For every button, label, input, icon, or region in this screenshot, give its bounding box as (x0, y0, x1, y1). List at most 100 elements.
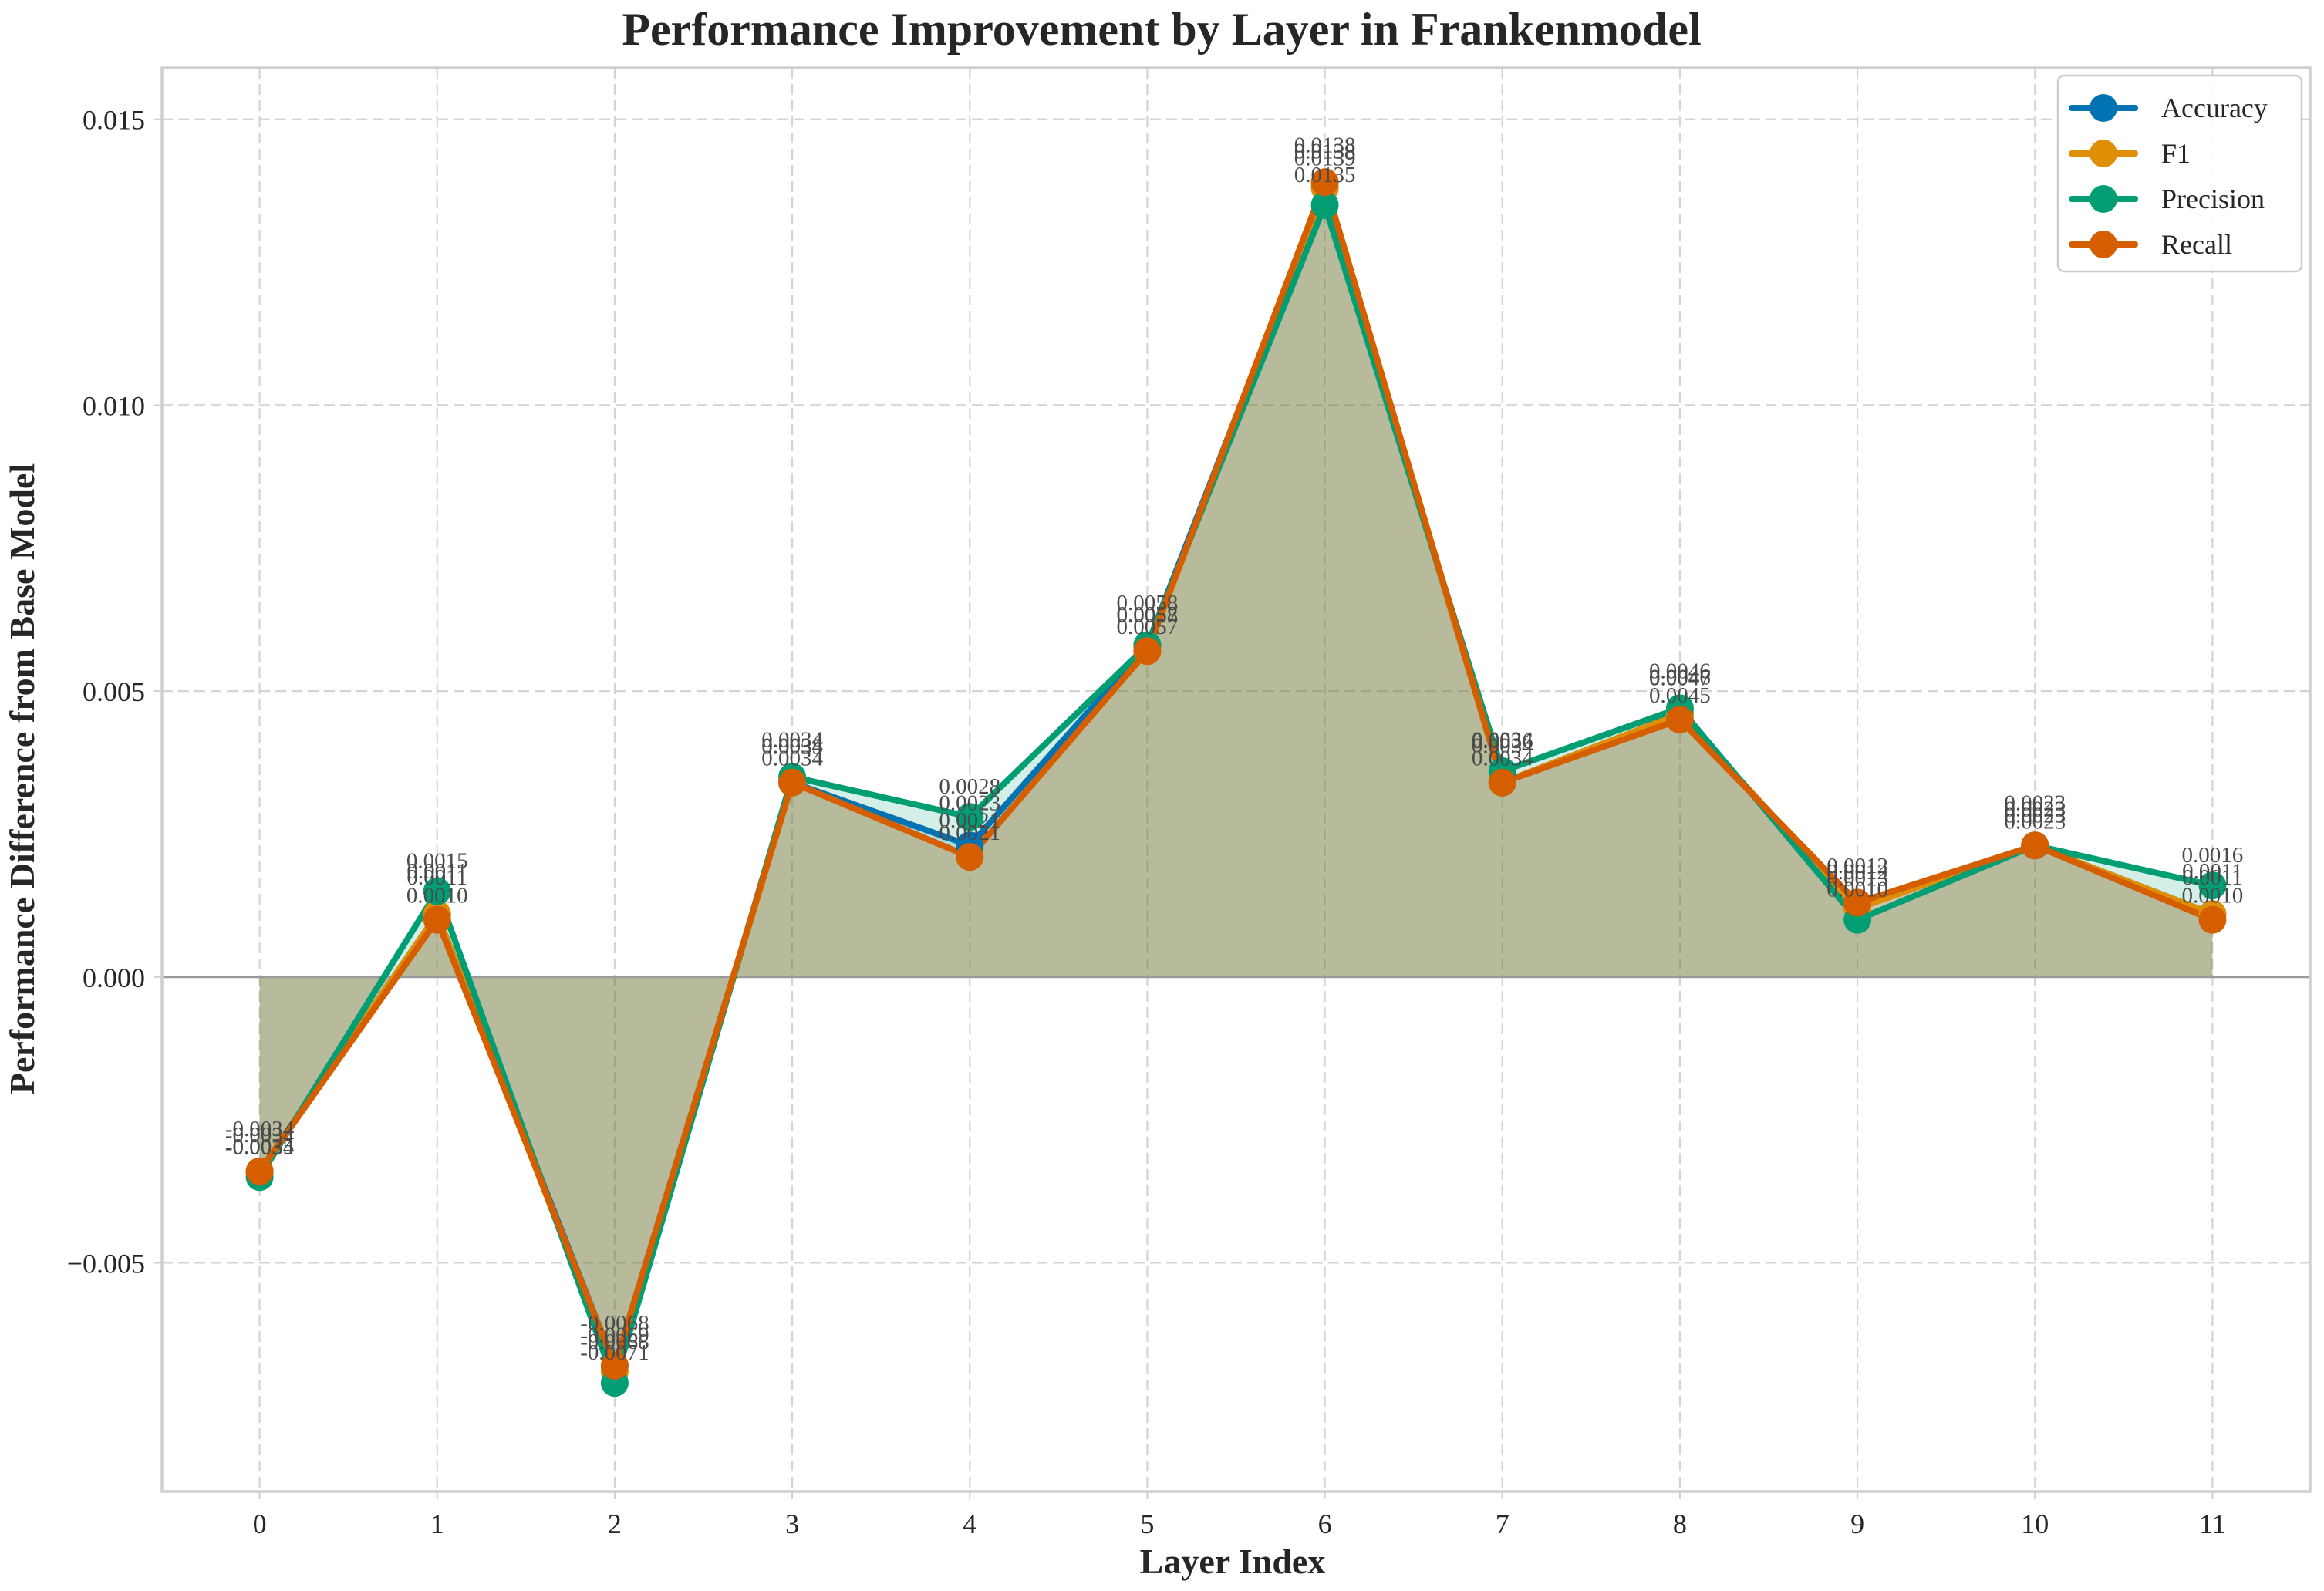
y-tick-label: 0.015 (83, 105, 145, 136)
x-tick-label: 2 (608, 1508, 622, 1539)
data-point-recall (1665, 706, 1694, 734)
legend-label-f1: F1 (2161, 138, 2191, 169)
legend-label-recall: Recall (2161, 229, 2232, 260)
data-label-accuracy: 0.0138 (1294, 133, 1356, 158)
data-point-precision (2198, 871, 2227, 900)
area-fills (259, 182, 2213, 1384)
data-label-f1: -0.0034 (225, 1123, 295, 1148)
legend-label-precision: Precision (2161, 184, 2265, 214)
data-label-f1: 0.0023 (2004, 797, 2066, 821)
data-label-precision: 0.0035 (761, 734, 823, 759)
tick-labels: 0 1 2 3 4 5 6 7 8 9 10 11 −0.005 0.000 0.005 0.010 0.015 (67, 105, 2226, 1539)
x-tick-label: 1 (430, 1508, 444, 1539)
data-label-precision: 0.0015 (406, 849, 468, 874)
y-tick-label: 0.010 (83, 390, 145, 421)
legend: Accuracy F1 Precision Recall (2056, 74, 2303, 273)
x-tick-label: 9 (1850, 1508, 1864, 1539)
data-labels: -0.00340.0011-0.00680.00340.00230.00580.… (225, 133, 2243, 1365)
data-label-recall: 0.0021 (939, 821, 1000, 845)
x-tick-label: 10 (2021, 1508, 2049, 1539)
data-label-recall: 0.0057 (1117, 615, 1179, 639)
data-label-precision: 0.0023 (2004, 803, 2066, 828)
data-label-f1: 0.0138 (1294, 140, 1356, 164)
data-point-recall (245, 1157, 274, 1185)
legend-marker-accuracy (2090, 94, 2117, 122)
data-label-accuracy: -0.0034 (225, 1117, 295, 1141)
data-label-accuracy: -0.0068 (580, 1311, 649, 1336)
data-label-accuracy: 0.0058 (1117, 591, 1179, 615)
legend-frame (2056, 74, 2303, 273)
data-label-precision: -0.0035 (225, 1134, 294, 1159)
data-label-precision: 0.0028 (939, 774, 1000, 799)
data-label-recall: 0.0013 (1826, 866, 1888, 891)
x-tick-label: 0 (253, 1508, 267, 1539)
data-label-recall: 0.0010 (406, 884, 468, 908)
data-label-recall: 0.0034 (761, 747, 823, 771)
y-tick-label: 0.005 (83, 676, 145, 707)
data-label-accuracy: 0.0011 (406, 859, 467, 884)
data-point-recall (1488, 768, 1516, 797)
data-label-f1: -0.0069 (580, 1323, 649, 1347)
x-tick-label: 4 (963, 1508, 976, 1539)
data-label-precision: 0.0058 (1117, 603, 1179, 628)
x-tick-label: 5 (1140, 1508, 1154, 1539)
data-label-accuracy: 0.0034 (1472, 728, 1533, 753)
area-fill-f1 (259, 187, 2213, 1372)
data-label-recall: 0.0034 (1472, 747, 1533, 771)
data-label-recall: 0.0139 (1294, 146, 1356, 170)
data-label-f1: 0.0046 (1649, 666, 1711, 690)
data-label-f1: 0.0012 (1826, 860, 1888, 885)
y-tick-label: 0.000 (83, 962, 145, 993)
data-label-f1: 0.0011 (2182, 865, 2243, 890)
area-fill-recall (259, 182, 2213, 1366)
area-fill-precision (259, 204, 2213, 1384)
data-label-accuracy: 0.0023 (2004, 790, 2066, 815)
x-tick-label: 7 (1496, 1508, 1509, 1539)
data-label-precision: 0.0036 (1472, 729, 1533, 753)
data-label-accuracy: 0.0011 (2182, 859, 2243, 884)
plot-frame (160, 66, 2312, 1493)
data-label-precision: 0.0135 (1294, 163, 1356, 187)
x-tick-label: 11 (2199, 1508, 2226, 1539)
legend-marker-recall (2090, 231, 2117, 258)
data-point-precision (423, 877, 451, 905)
data-point-recall (600, 1351, 629, 1380)
data-label-precision: 0.0016 (2182, 843, 2244, 868)
y-axis-label: Performance Difference from Base Model (2, 463, 42, 1094)
y-tick-label: −0.005 (67, 1248, 145, 1279)
data-label-precision: 0.0010 (1826, 878, 1888, 902)
data-label-accuracy: 0.0034 (761, 728, 823, 753)
series-markers (245, 168, 2227, 1397)
data-label-recall: -0.0068 (580, 1330, 649, 1354)
series-line-recall (256, 179, 2216, 1369)
legend-marker-precision (2090, 185, 2117, 213)
data-point-precision (1310, 190, 1339, 219)
series-lines (256, 179, 2216, 1387)
data-label-recall: 0.0023 (2004, 809, 2066, 834)
data-point-recall (1133, 637, 1162, 666)
data-point-recall (956, 843, 984, 871)
data-label-f1: 0.0034 (1472, 734, 1533, 759)
data-point-recall (2021, 831, 2049, 860)
data-point-recall (778, 768, 807, 797)
x-tick-label: 3 (785, 1508, 799, 1539)
data-point-recall (1310, 168, 1339, 197)
x-axis-label: Layer Index (1140, 1542, 1326, 1581)
data-label-precision: 0.0047 (1649, 666, 1711, 690)
data-label-f1: 0.0057 (1117, 602, 1179, 627)
data-point-recall (2198, 905, 2227, 934)
data-label-recall: 0.0010 (2182, 884, 2244, 908)
data-point-precision (956, 803, 984, 831)
data-label-f1: 0.0034 (761, 734, 823, 759)
chart-title: Performance Improvement by Layer in Fran… (622, 4, 1701, 55)
x-tick-label: 8 (1673, 1508, 1687, 1539)
data-label-accuracy: 0.0012 (1826, 854, 1888, 878)
data-point-recall (1843, 888, 1872, 917)
data-label-recall: 0.0045 (1649, 683, 1711, 708)
data-label-precision: -0.0071 (580, 1340, 649, 1365)
legend-label-accuracy: Accuracy (2161, 93, 2268, 123)
area-fill-accuracy (259, 187, 2213, 1366)
data-point-recall (423, 905, 451, 934)
